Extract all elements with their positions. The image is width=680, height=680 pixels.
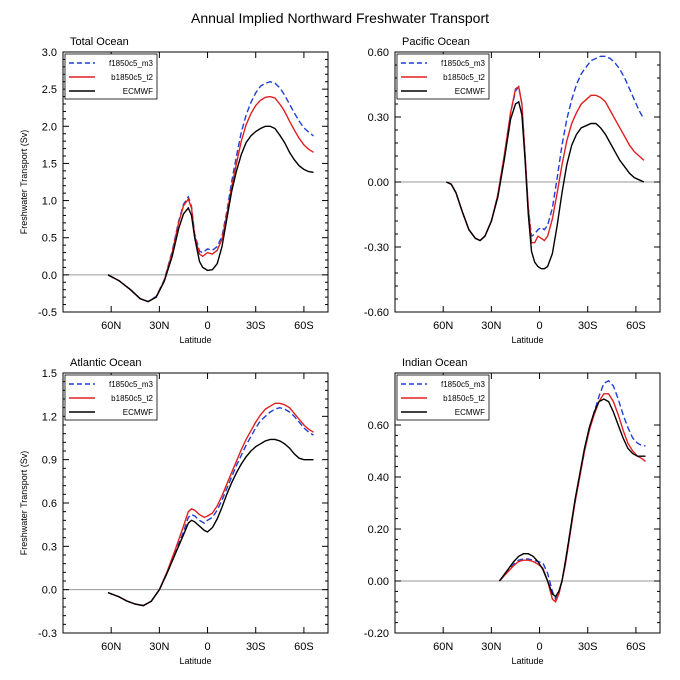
series-line-ECMWF	[446, 100, 645, 270]
plot-frame	[394, 372, 661, 634]
panel-title: Atlantic Ocean	[70, 357, 142, 369]
y-tick-label: 0.9	[42, 455, 57, 467]
y-tick-label: 3.0	[42, 47, 57, 59]
x-tick-label: 60N	[433, 320, 453, 332]
series-line-b1850c5_t2	[107, 402, 314, 607]
y-tick-label: 2.0	[42, 121, 57, 133]
x-tick-label: 60S	[626, 320, 646, 332]
panel-title: Pacific Ocean	[402, 36, 470, 48]
y-tick-label: 0.0	[42, 585, 57, 597]
y-tick-label: 1.0	[42, 196, 57, 208]
legend-label: b1850c5_t2	[443, 394, 485, 403]
x-tick-label: 0	[536, 320, 542, 332]
y-tick-label: 0.3	[42, 541, 57, 553]
x-tick-label: 30S	[246, 641, 266, 653]
x-tick-label: 0	[204, 641, 210, 653]
chart-panels: -0.5 0.0 0.5 1.0 1.5 2.0 2.5 3.0 60N 30N 0 30S 60S To…	[19, 36, 661, 666]
x-axis-label: Latitude	[179, 335, 211, 345]
y-axis-label: Freshwater Transport (Sv)	[19, 451, 29, 556]
x-tick-label: 30N	[149, 641, 169, 653]
y-tick-label: 0.30	[368, 112, 389, 124]
x-tick-label: 60S	[294, 641, 314, 653]
y-tick-label: 1.5	[42, 158, 57, 170]
y-tick-label: 0.0	[42, 270, 57, 282]
y-tick-label: -0.3	[38, 628, 57, 640]
y-tick-label: 1.2	[42, 411, 57, 423]
x-tick-label: 30N	[481, 641, 501, 653]
series-line-ECMWF	[107, 125, 314, 303]
x-tick-label: 0	[536, 641, 542, 653]
x-tick-label: 30S	[578, 320, 598, 332]
legend-label: ECMWF	[455, 408, 485, 417]
legend-label: ECMWF	[455, 87, 485, 96]
legend-label: b1850c5_t2	[443, 73, 485, 82]
x-tick-label: 30S	[246, 320, 266, 332]
legend-label: f1850c5_m3	[441, 59, 486, 68]
figure-title: Annual Implied Northward Freshwater Tran…	[191, 10, 489, 26]
x-axis-label: Latitude	[511, 656, 543, 666]
y-tick-label: 0.00	[368, 177, 389, 189]
chart-panel: -0.5 0.0 0.5 1.0 1.5 2.0 2.5 3.0 60N 30N 0 30S 60S To…	[19, 36, 329, 345]
panel-title: Total Ocean	[70, 36, 129, 48]
legend-label: f1850c5_m3	[441, 380, 486, 389]
legend-label: b1850c5_t2	[111, 394, 153, 403]
legend-label: f1850c5_m3	[109, 59, 154, 68]
legend-label: b1850c5_t2	[111, 73, 153, 82]
x-tick-label: 60N	[101, 320, 121, 332]
x-tick-label: 60S	[294, 320, 314, 332]
x-axis-label: Latitude	[511, 335, 543, 345]
x-tick-label: 30S	[578, 641, 598, 653]
series-line-ECMWF	[107, 438, 314, 607]
x-tick-label: 0	[204, 320, 210, 332]
y-tick-label: 0.40	[368, 472, 389, 484]
x-tick-label: 60N	[101, 641, 121, 653]
y-tick-label: -0.5	[38, 307, 57, 319]
chart-panel: -0.60 -0.30 0.00 0.30 0.60 60N 30N 0 30S 60S Pacif…	[364, 36, 661, 345]
y-tick-label: 0.5	[42, 233, 57, 245]
y-tick-label: 0.20	[368, 524, 389, 536]
plot-frame	[62, 51, 329, 313]
x-axis-label: Latitude	[179, 656, 211, 666]
y-tick-label: 0.60	[368, 420, 389, 432]
x-tick-label: 60N	[433, 641, 453, 653]
legend: f1850c5_m3 b1850c5_t2 ECMWF	[396, 53, 490, 100]
series-line-f1850c5_m3	[107, 80, 314, 303]
x-tick-label: 30N	[149, 320, 169, 332]
legend: f1850c5_m3 b1850c5_t2 ECMWF	[396, 374, 490, 421]
legend-label: f1850c5_m3	[109, 380, 154, 389]
y-tick-label: -0.60	[364, 307, 389, 319]
series-line-ECMWF	[498, 398, 646, 598]
legend: f1850c5_m3 b1850c5_t2 ECMWF	[64, 53, 158, 100]
y-tick-label: 0.6	[42, 498, 57, 510]
series-line-b1850c5_t2	[446, 85, 645, 244]
y-axis-label: Freshwater Transport (Sv)	[19, 130, 29, 235]
y-tick-label: 0.00	[368, 576, 389, 588]
y-tick-label: 2.5	[42, 84, 57, 96]
y-tick-label: -0.20	[364, 628, 389, 640]
chart-panel: -0.3 0.0 0.3 0.6 0.9 1.2 1.5 60N 30N 0 30S 60S Atlan…	[19, 357, 329, 666]
legend-label: ECMWF	[123, 87, 153, 96]
legend-label: ECMWF	[123, 408, 153, 417]
x-tick-label: 30N	[481, 320, 501, 332]
y-tick-label: 1.5	[42, 368, 57, 380]
y-tick-label: -0.30	[364, 242, 389, 254]
panel-title: Indian Ocean	[402, 357, 467, 369]
legend: f1850c5_m3 b1850c5_t2 ECMWF	[64, 374, 158, 421]
series-line-f1850c5_m3	[107, 406, 314, 607]
series-line-f1850c5_m3	[498, 379, 646, 601]
series-line-b1850c5_t2	[498, 393, 646, 603]
x-tick-label: 60S	[626, 641, 646, 653]
series-line-b1850c5_t2	[107, 95, 314, 303]
y-tick-label: 0.60	[368, 47, 389, 59]
chart-panel: -0.20 0.00 0.20 0.40 0.60 60N 30N 0 30S 60S Indian…	[364, 357, 661, 666]
